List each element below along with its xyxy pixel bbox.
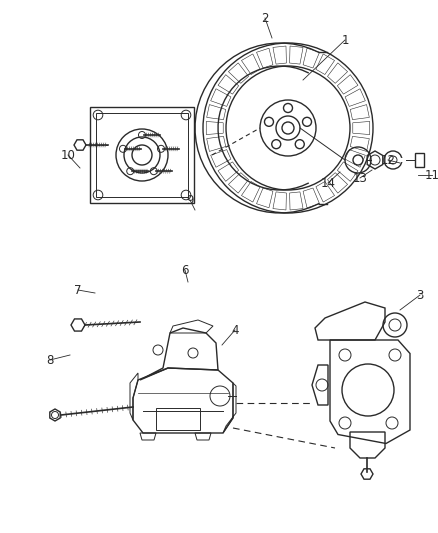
Text: 1: 1 xyxy=(340,34,348,46)
Text: 11: 11 xyxy=(424,168,438,182)
Bar xyxy=(155,408,200,430)
Text: 9: 9 xyxy=(186,193,193,206)
Text: 8: 8 xyxy=(46,353,53,367)
Text: 6: 6 xyxy=(181,263,188,277)
Text: 2: 2 xyxy=(261,12,268,25)
Text: 7: 7 xyxy=(74,284,81,296)
Text: 13: 13 xyxy=(352,172,367,184)
Text: 10: 10 xyxy=(60,149,75,161)
Text: 14: 14 xyxy=(320,176,335,190)
Text: 4: 4 xyxy=(231,324,238,336)
Text: 12: 12 xyxy=(380,154,395,166)
Text: 3: 3 xyxy=(415,288,423,302)
Bar xyxy=(414,153,423,167)
